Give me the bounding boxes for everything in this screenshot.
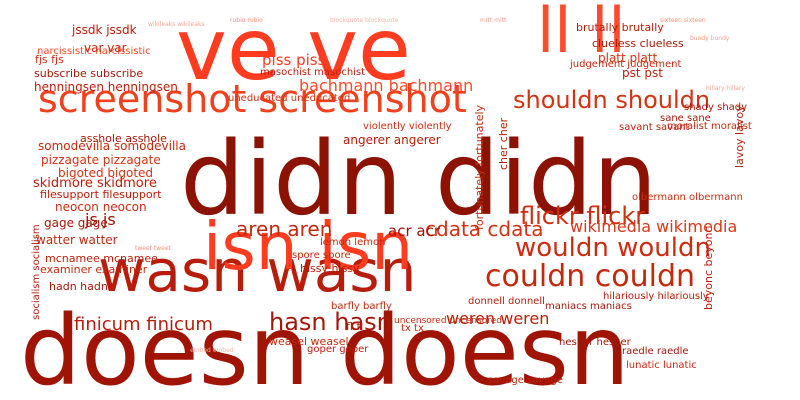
cloud-word: cher cher xyxy=(497,117,510,170)
cloud-word: savant savant xyxy=(619,122,690,133)
cloud-word: barfly barfly xyxy=(331,301,392,312)
cloud-word: doesn doesn xyxy=(20,295,630,400)
cloud-word: fl fl xyxy=(346,320,363,333)
cloud-word: shouldn shouldn xyxy=(513,86,710,114)
cloud-word: hilariously hilariously xyxy=(603,291,709,302)
cloud-word: weren weren xyxy=(446,309,549,328)
cloud-word: beyonc beyonc xyxy=(702,226,715,310)
cloud-word: savage savage xyxy=(488,375,563,386)
cloud-word: fortunately fortunately xyxy=(473,104,486,230)
cloud-word: asshole asshole xyxy=(80,132,167,145)
cloud-word: somodevilla somodevilla xyxy=(38,139,186,153)
cloud-word: masochist masochist xyxy=(260,67,365,78)
cloud-word: henningsen henningsen xyxy=(34,80,178,94)
cloud-word: flickr flickr xyxy=(520,202,645,230)
cloud-word: finicum finicum xyxy=(74,314,213,335)
cloud-word: mitt mitt xyxy=(480,17,507,24)
cloud-word: clueless clueless xyxy=(592,37,684,50)
cloud-word: var var xyxy=(84,41,127,55)
cloud-word: examiner examiner xyxy=(40,263,148,276)
cloud-word: hissy hissy xyxy=(300,262,360,275)
cloud-word: lavoy lavoy xyxy=(733,105,746,168)
cloud-word: olbermann olbermann xyxy=(632,192,743,203)
cloud-word: cdata cdata xyxy=(425,217,543,241)
cloud-word: fjs fjs xyxy=(35,53,64,66)
cloud-word: wikileaks wikileaks xyxy=(148,21,205,28)
cloud-word: hillary hillary xyxy=(706,85,745,92)
cloud-word: maniacs maniacs xyxy=(545,301,632,312)
cloud-word: violently violently xyxy=(363,121,452,132)
cloud-word: pst pst xyxy=(622,66,663,80)
cloud-word: piss piss xyxy=(262,51,326,69)
cloud-word: lunatic lunatic xyxy=(626,360,697,371)
cloud-word: judgement judgement xyxy=(569,59,681,70)
cloud-word: shady shady xyxy=(684,102,747,113)
cloud-word: hasn hasn xyxy=(269,308,392,336)
cloud-word: ll ll xyxy=(537,0,626,67)
cloud-word: raedle raedle xyxy=(622,346,689,357)
cloud-word: gage gage xyxy=(44,216,108,230)
cloud-word: tx tx xyxy=(401,323,424,334)
cloud-word: didn didn xyxy=(180,120,657,239)
cloud-word: uneducated uneducated xyxy=(228,93,350,104)
cloud-word: neocon neocon xyxy=(55,200,147,214)
cloud-word: pizzagate pizzagate xyxy=(41,153,161,167)
cloud-word: platt platt xyxy=(598,51,658,65)
cloud-word: narcissistic narcissistic xyxy=(37,46,151,57)
cloud-word: bundy bundy xyxy=(690,35,730,42)
cloud-word: mcnamee mcnamee xyxy=(45,252,158,265)
cloud-word: donnell donnell xyxy=(468,296,545,307)
cloud-word: acr acr xyxy=(388,222,441,240)
cloud-word: hesher hesher xyxy=(559,337,632,348)
cloud-word: tweet tweet xyxy=(135,245,172,252)
cloud-word: js js xyxy=(84,210,116,229)
cloud-word: embed embed xyxy=(190,347,234,354)
cloud-word: wouldn wouldn xyxy=(515,233,711,263)
cloud-word: subscribe subscribe xyxy=(34,67,143,80)
cloud-word: rubio rubio xyxy=(230,17,263,24)
cloud-word: spore spore xyxy=(292,250,351,261)
cloud-word: socialism socialism xyxy=(31,224,42,320)
cloud-word: couldn couldn xyxy=(485,259,695,294)
cloud-word: lemon lemon xyxy=(320,237,385,248)
cloud-word: brutally brutally xyxy=(576,21,664,34)
cloud-word: blockquote blockquote xyxy=(330,17,399,24)
cloud-word: angerer angerer xyxy=(343,133,441,147)
cloud-word: wasn wasn xyxy=(98,237,416,305)
cloud-word: bachmann bachmann xyxy=(299,76,473,95)
cloud-word: watter watter xyxy=(36,233,118,247)
cloud-word: isn isn xyxy=(203,208,413,285)
cloud-word: aren aren xyxy=(236,217,332,241)
cloud-word: sane sane xyxy=(660,113,711,124)
cloud-word: wikimedia wikimedia xyxy=(570,217,737,236)
cloud-word: sixteen sixteen xyxy=(660,17,706,24)
cloud-word: jssdk jssdk xyxy=(71,23,137,37)
cloud-word: goper goper xyxy=(307,344,369,355)
cloud-word: screenshot screenshot xyxy=(38,77,467,121)
cloud-word: filesupport filesupport xyxy=(40,188,162,201)
cloud-word: moralist moralist xyxy=(667,121,752,132)
cloud-word: uncensored uncensored xyxy=(394,316,502,326)
cloud-word: ve ve xyxy=(176,0,411,100)
cloud-word: hadn hadn xyxy=(49,280,108,293)
cloud-word: skidmore skidmore xyxy=(33,176,157,191)
cloud-word: bigoted bigoted xyxy=(58,166,153,180)
cloud-word: weasel weasel xyxy=(269,335,349,348)
